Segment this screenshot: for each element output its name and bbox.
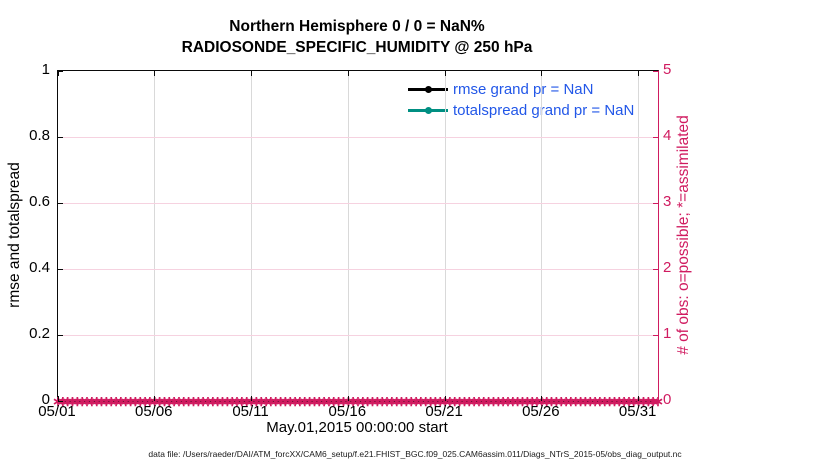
obs-marker: ∗: [381, 393, 393, 409]
y-tick-label-left: 0.2: [29, 325, 50, 342]
obs-marker: ∗: [385, 393, 398, 409]
tick-mark-y-left: [58, 268, 63, 270]
title-line-1: Northern Hemisphere 0 / 0 = NaN%: [229, 18, 485, 35]
legend: rmse grand pr = NaN totalspread grand pr …: [408, 79, 634, 121]
tick-mark-y-left: [58, 202, 63, 204]
y-tick-label-right: 2: [663, 259, 672, 276]
y-tick-label-right: 1: [663, 325, 672, 342]
obs-marker: ∗: [492, 393, 505, 409]
obs-marker: ∗: [477, 393, 490, 409]
obs-marker: ∗: [482, 393, 495, 409]
tick-mark-x-top: [57, 71, 59, 76]
gridline-x: [638, 71, 640, 401]
gridline-x: [541, 71, 543, 401]
legend-label: rmse grand pr = NaN: [453, 81, 594, 98]
obs-marker: ∗: [584, 393, 597, 409]
y-tick-label-right: 0: [663, 391, 672, 408]
x-tick-label: 05/21: [425, 403, 463, 420]
x-tick-label: 05/31: [618, 403, 657, 420]
x-axis-label: May.01,2015 00:00:00 start: [266, 419, 448, 436]
y-tick-label-right: 4: [663, 127, 672, 144]
tick-mark-x-top: [251, 71, 253, 76]
tick-mark-y-left: [58, 400, 63, 402]
chart-title: Northern Hemisphere 0 / 0 = NaN% RADIOSO…: [57, 16, 657, 58]
tick-mark-y-right: [653, 70, 658, 72]
obs-marker: ∗: [294, 393, 306, 409]
gridline-x: [251, 71, 253, 401]
y-tick-label-left: 0.8: [29, 127, 50, 144]
obs-marker: ∗: [574, 393, 587, 409]
legend-marker-dot: [424, 86, 432, 93]
tick-mark-y-left: [58, 136, 63, 138]
obs-marker: ∗: [487, 393, 500, 409]
tick-mark-x-bottom: [57, 396, 59, 401]
tick-mark-x-top: [154, 71, 156, 76]
tick-mark-y-right: [653, 400, 658, 402]
obs-marker: ∗: [100, 393, 113, 409]
x-tick-label: 05/01: [38, 403, 76, 420]
obs-marker: ∗: [105, 393, 118, 409]
y-tick-label-left: 0.4: [29, 259, 50, 276]
obs-marker: ∗: [298, 393, 311, 409]
gridline-x: [347, 71, 349, 401]
tick-mark-x-top: [444, 71, 446, 76]
right-axis-label: # of obs: o=possible; *=assimilated: [675, 115, 692, 355]
gridline-x: [154, 71, 156, 401]
data-file-path: data file: /Users/raeder/DAI/ATM_forcXX/…: [148, 449, 682, 459]
obs-marker: ∗: [197, 393, 210, 409]
tick-mark-x-top: [638, 71, 640, 76]
tick-mark-x-bottom: [638, 396, 640, 401]
gridline-y: [58, 334, 658, 336]
legend-line: [408, 86, 448, 93]
x-tick-label: 05/16: [328, 403, 367, 420]
obs-marker: ∗: [289, 393, 301, 409]
legend-marker-dot: [424, 107, 432, 114]
tick-mark-y-right: [653, 202, 658, 204]
y-tick-label-left: 1: [41, 61, 50, 78]
obs-marker: ∗: [187, 393, 200, 409]
obs-marker: ∗: [579, 393, 592, 409]
tick-mark-y-left: [58, 334, 63, 336]
x-tick-label: 05/26: [522, 403, 560, 420]
y-tick-label-left: 0: [41, 391, 50, 408]
tick-mark-x-top: [347, 71, 349, 76]
legend-item-totalspread: totalspread grand pr = NaN: [408, 100, 634, 121]
obs-marker: ∗: [390, 393, 403, 409]
gridline-y: [58, 268, 658, 270]
tick-mark-x-bottom: [347, 396, 349, 401]
tick-mark-y-left: [58, 70, 63, 72]
y-tick-label-right: 3: [663, 193, 672, 210]
tick-mark-y-right: [653, 334, 658, 336]
gridline-y: [58, 136, 658, 138]
legend-line: [408, 107, 448, 114]
plot-area: rmse grand pr = NaN totalspread grand pr …: [52, 70, 664, 409]
obs-marker: ∗: [589, 393, 601, 409]
obs-marker: ∗: [395, 393, 408, 409]
legend-item-rmse: rmse grand pr = NaN: [408, 79, 634, 100]
obs-marker: ∗: [192, 393, 205, 409]
tick-mark-x-bottom: [541, 396, 543, 401]
tick-mark-x-top: [541, 71, 543, 76]
tick-mark-y-right: [653, 136, 658, 138]
tick-mark-x-bottom: [444, 396, 446, 401]
gridline-x: [444, 71, 446, 401]
tick-mark-x-bottom: [154, 396, 156, 401]
x-tick-label: 05/06: [134, 403, 173, 420]
gridline-y: [58, 202, 658, 204]
tick-mark-y-right: [653, 268, 658, 270]
obs-marker: ∗: [202, 393, 214, 409]
left-axis-label: rmse and totalspread: [6, 162, 23, 308]
legend-label: totalspread grand pr = NaN: [453, 102, 635, 119]
tick-mark-x-bottom: [251, 396, 253, 401]
title-line-2: RADIOSONDE_SPECIFIC_HUMIDITY @ 250 hPa: [181, 39, 533, 56]
obs-marker: ∗: [95, 393, 108, 409]
y-tick-label-right: 5: [663, 61, 672, 78]
y-tick-label-left: 0.6: [29, 193, 50, 210]
obs-marker: ∗: [284, 393, 297, 409]
x-tick-label: 05/11: [232, 403, 269, 420]
obs-marker: ∗: [90, 393, 103, 409]
